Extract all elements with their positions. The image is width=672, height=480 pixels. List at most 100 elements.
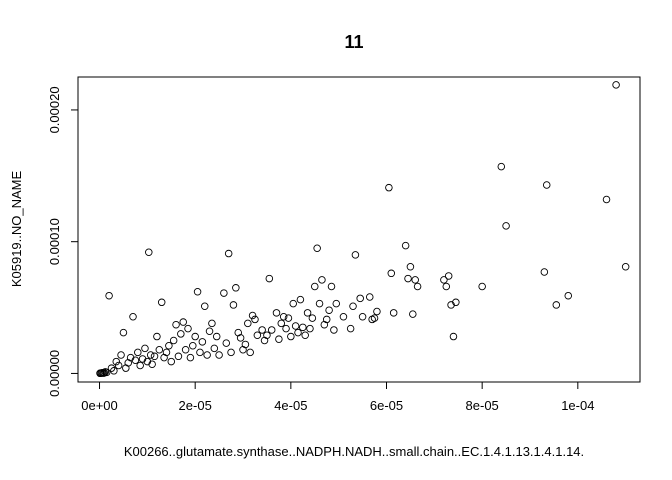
data-point — [210, 344, 219, 353]
data-point — [306, 324, 314, 333]
data-point — [330, 326, 338, 334]
data-point — [191, 332, 199, 341]
data-point — [105, 291, 113, 300]
data-point — [327, 282, 336, 291]
data-point — [232, 284, 240, 292]
data-point — [200, 302, 209, 310]
data-point — [294, 328, 302, 337]
data-point — [169, 336, 178, 345]
data-point — [339, 313, 348, 321]
data-point — [296, 295, 305, 304]
data-point — [387, 269, 396, 278]
data-point — [162, 348, 171, 357]
data-point — [129, 313, 137, 321]
data-point — [284, 314, 293, 322]
data-point — [107, 364, 116, 372]
data-point — [325, 306, 333, 314]
data-point — [277, 319, 286, 328]
data-point — [540, 268, 549, 276]
data-point — [205, 327, 214, 336]
data-point — [258, 326, 266, 334]
data-point — [224, 249, 233, 258]
data-point — [413, 282, 422, 291]
data-point — [542, 181, 551, 189]
data-point — [411, 276, 419, 284]
data-point — [497, 162, 506, 171]
x-axis-label: K00266..glutamate.synthase..NADPH.NADH..… — [124, 444, 584, 459]
data-point — [409, 310, 417, 318]
data-point — [141, 344, 149, 353]
data-point — [165, 342, 173, 350]
data-point — [287, 332, 295, 341]
data-point — [389, 309, 398, 317]
y-tick-label: 0.00000 — [47, 350, 62, 397]
data-point — [186, 353, 195, 362]
x-tick-label: 6e-05 — [370, 398, 403, 413]
x-axis: 0e+00 2e-05 4e-05 6e-05 8e-05 1e-04 — [81, 381, 594, 413]
data-point — [267, 326, 276, 334]
data-point — [552, 301, 561, 309]
data-point — [131, 356, 140, 365]
data-point — [179, 318, 187, 326]
data-point — [196, 348, 204, 357]
data-point — [157, 298, 166, 307]
data-point — [602, 195, 611, 204]
data-point — [110, 367, 118, 375]
data-point — [406, 262, 415, 271]
data-point — [117, 351, 125, 359]
y-axis: 0.00000 0.00010 0.00020 — [47, 86, 79, 397]
chart-title: 11 — [344, 32, 363, 52]
data-point — [272, 309, 281, 317]
data-point — [442, 282, 451, 291]
data-point — [282, 324, 290, 333]
data-point — [184, 324, 192, 333]
data-point — [358, 313, 367, 321]
data-point — [351, 251, 360, 259]
y-tick-label: 0.00020 — [47, 86, 62, 133]
data-point — [311, 282, 319, 291]
data-point — [227, 348, 235, 357]
data-point — [440, 276, 448, 284]
data-point — [373, 307, 381, 316]
data-point — [385, 183, 393, 192]
data-point — [236, 334, 245, 342]
data-point — [404, 274, 412, 283]
data-point — [315, 299, 324, 308]
data-point — [119, 328, 128, 337]
data-point — [291, 322, 300, 330]
data-point — [148, 360, 156, 368]
data-point — [134, 348, 142, 357]
data-point — [612, 81, 620, 89]
data-point — [452, 298, 460, 307]
x-tick-label: 8e-05 — [466, 398, 499, 413]
x-tick-label: 2e-05 — [179, 398, 212, 413]
data-point — [246, 348, 254, 357]
data-points — [96, 81, 630, 378]
data-point — [241, 340, 250, 349]
data-point — [181, 345, 190, 354]
data-point — [229, 301, 238, 309]
data-point — [244, 319, 252, 328]
data-point — [174, 352, 183, 361]
data-point — [502, 222, 510, 230]
y-tick-label: 0.00010 — [47, 218, 62, 265]
data-point — [253, 331, 262, 339]
data-point — [203, 351, 211, 359]
data-point — [215, 351, 223, 359]
data-point — [155, 345, 164, 354]
data-point — [263, 331, 271, 339]
data-point — [332, 299, 341, 308]
data-point — [208, 319, 216, 328]
data-point — [308, 314, 317, 322]
data-point — [301, 331, 309, 339]
data-point — [564, 291, 573, 300]
x-tick-label: 1e-04 — [561, 398, 594, 413]
data-point — [346, 324, 355, 333]
data-point — [318, 276, 326, 284]
data-point — [102, 368, 111, 377]
data-point — [449, 332, 458, 341]
data-point — [112, 357, 121, 366]
data-point — [222, 339, 231, 347]
data-point — [289, 299, 297, 308]
